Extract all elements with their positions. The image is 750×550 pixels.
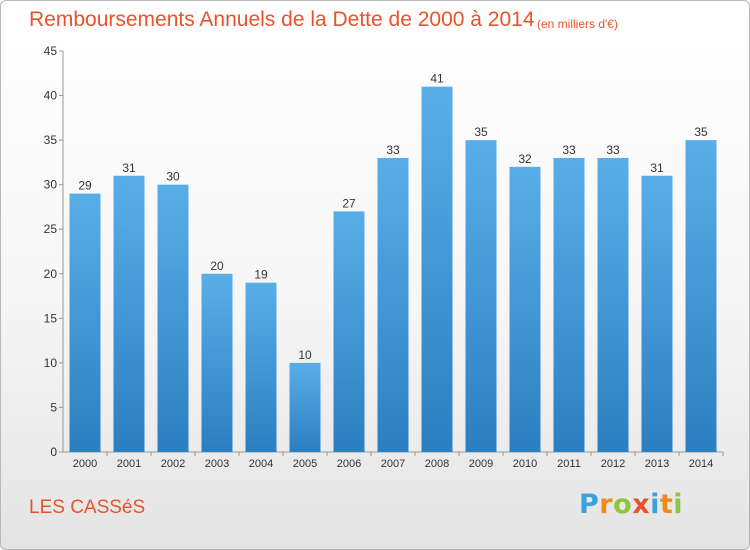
y-tick-label: 10 <box>44 356 58 370</box>
bar <box>201 273 233 452</box>
x-tick-label: 2009 <box>469 458 493 470</box>
y-tick-label: 20 <box>44 267 58 281</box>
y-tick-label: 25 <box>44 222 58 236</box>
bar <box>113 175 145 452</box>
bar-series <box>69 86 717 453</box>
y-tick-label: 5 <box>50 400 57 414</box>
x-tick-label: 2006 <box>337 458 361 470</box>
bar <box>641 175 673 452</box>
bar <box>685 140 717 452</box>
data-label: 29 <box>78 179 92 193</box>
x-tick-label: 2000 <box>73 458 97 470</box>
x-tick-label: 2001 <box>117 458 141 470</box>
data-label: 19 <box>254 268 268 282</box>
logo-letter: i <box>650 489 660 520</box>
x-tick-label: 2004 <box>249 458 273 470</box>
x-tick-label: 2014 <box>689 458 713 470</box>
place-name: LES CASSéS <box>29 497 146 518</box>
data-label: 33 <box>562 143 576 157</box>
bar <box>245 282 277 452</box>
bar <box>509 166 541 452</box>
x-tick-label: 2007 <box>381 458 405 470</box>
x-tick-label: 2002 <box>161 458 185 470</box>
logo-letter: t <box>659 489 674 520</box>
data-label: 31 <box>650 161 664 175</box>
data-label: 33 <box>606 143 620 157</box>
proxiti-logo: Proxiti <box>579 489 683 520</box>
y-tick-label: 40 <box>44 89 58 103</box>
data-label: 31 <box>122 161 136 175</box>
chart-subtitle: (en milliers d'€) <box>537 17 618 31</box>
x-tick-label: 2003 <box>205 458 229 470</box>
logo-letter: x <box>632 489 651 520</box>
data-label: 33 <box>386 143 400 157</box>
logo-letter: o <box>613 489 633 520</box>
y-tick-label: 45 <box>44 44 58 58</box>
x-tick-label: 2013 <box>645 458 669 470</box>
y-tick-label: 0 <box>50 445 57 459</box>
bar <box>333 211 365 452</box>
bar <box>377 157 409 452</box>
data-label: 27 <box>342 196 356 210</box>
chart-title: Remboursements Annuels de la Dette de 20… <box>29 8 535 31</box>
logo-letter: P <box>579 489 600 520</box>
bar <box>421 86 453 453</box>
bar <box>157 184 189 452</box>
data-labels: 29 31 30 20 19 10 27 33 41 35 32 33 33 31 35 <box>78 72 708 362</box>
y-tick-label: 30 <box>44 178 58 192</box>
data-label: 20 <box>210 259 224 273</box>
bar <box>289 362 321 452</box>
bar <box>597 157 629 452</box>
bar <box>465 140 497 452</box>
logo-letter: i <box>673 489 684 520</box>
x-tick-label: 2012 <box>601 458 625 470</box>
data-label: 32 <box>518 152 532 166</box>
data-label: 35 <box>694 125 708 139</box>
x-tick-label: 2008 <box>425 458 449 470</box>
x-tick-label: 2010 <box>513 458 537 470</box>
bar <box>69 193 101 453</box>
logo-letter: r <box>599 489 614 520</box>
data-label: 30 <box>166 170 180 184</box>
y-tick-label: 35 <box>44 133 58 147</box>
data-label: 41 <box>430 72 444 86</box>
x-tick-label: 2005 <box>293 458 317 470</box>
data-label: 10 <box>298 348 312 362</box>
y-tick-label: 15 <box>44 311 58 325</box>
bar <box>553 157 585 452</box>
x-tick-label: 2011 <box>557 458 581 470</box>
data-label: 35 <box>474 125 488 139</box>
